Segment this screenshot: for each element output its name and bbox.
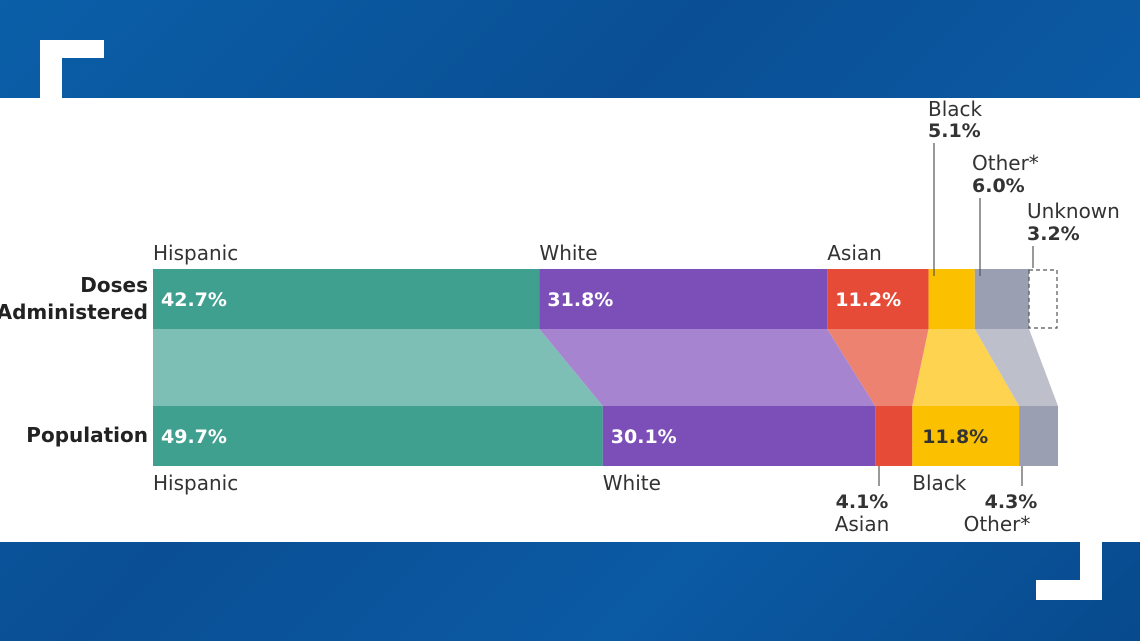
value-label-population-2: 4.1% (836, 491, 889, 513)
category-label-doses-0: Hispanic (153, 241, 238, 265)
bar-doses-asian (827, 269, 929, 329)
category-label-population-2: Asian (835, 512, 890, 536)
bar-doses-hispanic (153, 269, 540, 329)
bar-population-black (912, 406, 1020, 466)
corner-bracket-top-left (40, 40, 104, 100)
category-label-population-0: Hispanic (153, 471, 238, 495)
connector-other (974, 329, 1058, 406)
value-label-population-3: 11.8% (922, 426, 988, 448)
value-label-doses-4: 6.0% (972, 175, 1025, 197)
category-label-population-3: Black (912, 471, 967, 495)
bar-doses-other (974, 269, 1030, 329)
value-label-doses-3: 5.1% (928, 120, 981, 142)
connector-asian (827, 329, 929, 406)
bar-doses-unknown (1028, 269, 1058, 329)
category-label-doses-5: Unknown (1027, 199, 1120, 223)
category-label-doses-3: Black (928, 97, 983, 121)
value-label-doses-5: 3.2% (1027, 223, 1080, 245)
category-label-doses-4: Other* (972, 151, 1039, 175)
value-label-doses-1: 31.8% (547, 289, 613, 311)
bar-population-other (1019, 406, 1058, 466)
bar-population-hispanic (153, 406, 603, 466)
category-label-population-1: White (603, 471, 661, 495)
connector-hispanic (153, 329, 603, 406)
value-label-doses-2: 11.2% (835, 289, 901, 311)
bar-population-white (602, 406, 876, 466)
category-label-doses-2: Asian (827, 241, 882, 265)
category-label-doses-1: White (539, 241, 597, 265)
corner-bracket-bottom-right (1036, 540, 1102, 600)
value-label-doses-0: 42.7% (161, 289, 227, 311)
row-label-population: Population (26, 423, 148, 447)
connector-white (539, 329, 876, 406)
category-label-population-4: Other* (964, 512, 1031, 536)
bar-doses-black (928, 269, 975, 329)
row-label-doses-line1: Doses (80, 273, 148, 297)
bar-doses-white (539, 269, 828, 329)
value-label-population-0: 49.7% (161, 426, 227, 448)
row-label-doses-line2: Administered (0, 300, 148, 324)
connector-black (912, 329, 1020, 406)
value-label-population-4: 4.3% (985, 491, 1038, 513)
value-label-population-1: 30.1% (611, 426, 677, 448)
bar-population-asian (875, 406, 913, 466)
